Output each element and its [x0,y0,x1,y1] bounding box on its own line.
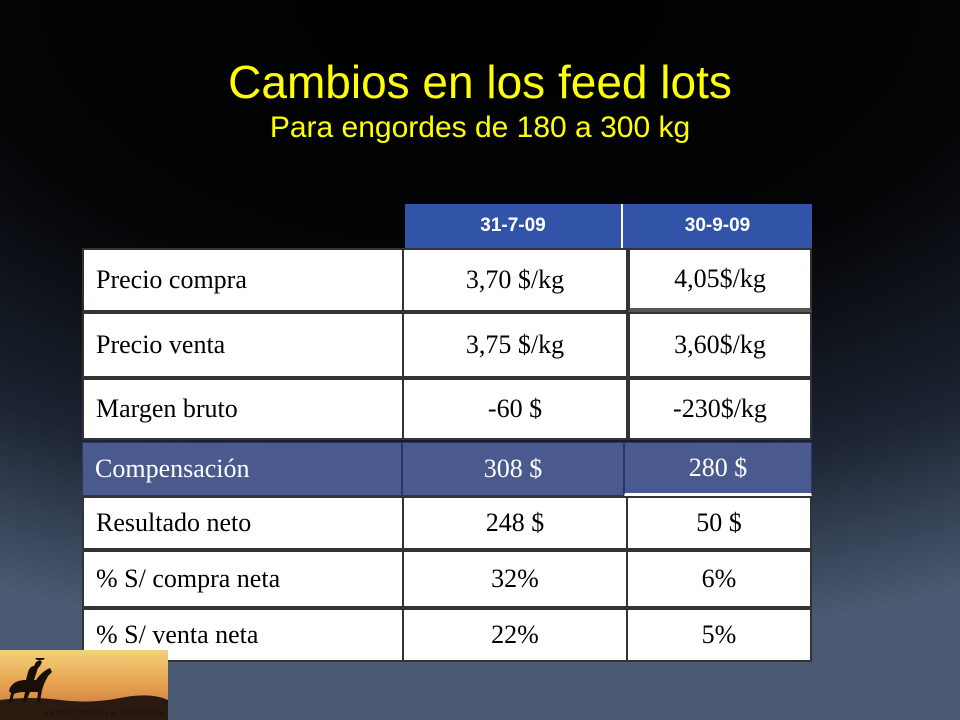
slide-title: Cambios en los feed lots [228,56,732,108]
row-label-resultado-neto: Resultado neto [82,496,404,550]
logo-text: VICTOR TONELLI & ASOCIADOS [43,709,164,718]
column-header-30-9-09: 30-9-09 [623,204,812,248]
cell-precio-compra-2: 4,05$/kg [628,248,812,312]
cell-compensacion-1: 308 $ [402,442,624,496]
cell-compra-neta-2: 6% [626,550,812,608]
column-header-31-7-09: 31-7-09 [405,204,623,248]
cell-margen-bruto-1: -60 $ [402,378,628,440]
company-logo: VICTOR TONELLI & ASOCIADOS [0,650,168,720]
cell-resultado-neto-2: 50 $ [626,496,812,550]
cell-margen-bruto-2: -230$/kg [628,378,812,440]
cell-precio-venta-1: 3,75 $/kg [402,312,628,378]
cell-precio-compra-1: 3,70 $/kg [402,248,628,312]
slide-subtitle: Para engordes de 180 a 300 kg [269,111,691,144]
title-block: Cambios en los feed lots Para engordes d… [0,55,960,147]
cell-venta-neta-2: 5% [626,608,812,662]
row-label-precio-compra: Precio compra [82,248,404,312]
row-label-margen-bruto: Margen bruto [82,378,404,440]
cell-resultado-neto-1: 248 $ [402,496,628,550]
cell-venta-neta-1: 22% [402,608,628,662]
row-label-compensacion: Compensación [82,442,402,496]
horse-rider-silhouette-icon [0,658,168,720]
cell-compra-neta-1: 32% [402,550,628,608]
row-label-compra-neta: % S/ compra neta [82,550,404,608]
row-label-precio-venta: Precio venta [82,312,404,378]
cell-compensacion-2: 280 $ [624,442,812,496]
cell-precio-venta-2: 3,60$/kg [628,312,812,378]
